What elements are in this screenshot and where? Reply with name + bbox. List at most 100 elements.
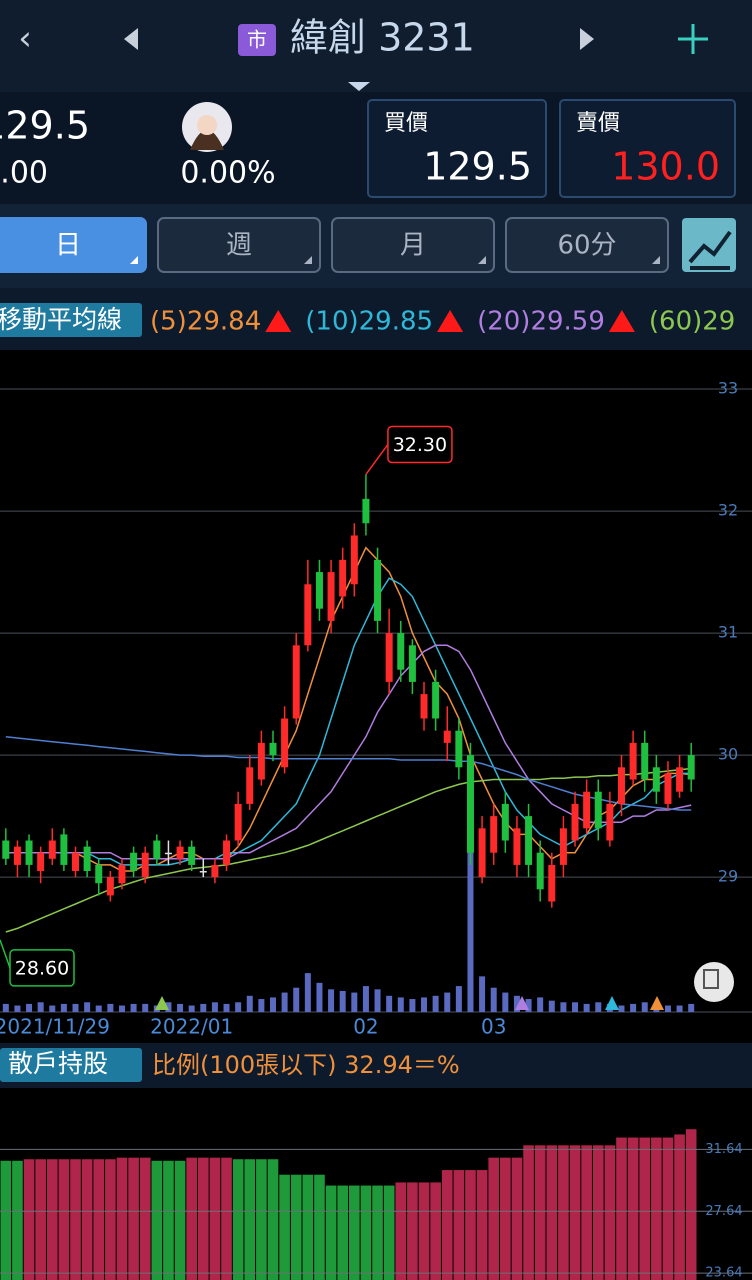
volume-bar	[548, 1000, 555, 1012]
candle-body	[60, 834, 68, 865]
candle-body	[106, 877, 114, 896]
holding-bar	[70, 1159, 81, 1280]
candle-body	[583, 791, 591, 829]
candle-body	[72, 852, 80, 872]
candle-body	[513, 828, 521, 865]
holding-text: 比例(100張以下) 32.94＝%	[152, 1051, 460, 1079]
candle-body	[397, 633, 405, 670]
candle-body	[48, 840, 56, 859]
volume-bar	[246, 995, 253, 1012]
top-bar	[0, 0, 752, 92]
holding-bar	[302, 1174, 314, 1280]
holding-bar	[256, 1159, 267, 1280]
candle-body	[594, 791, 602, 829]
candle-body	[664, 773, 672, 804]
candle-body	[95, 864, 103, 884]
volume-bar	[211, 1002, 218, 1012]
ma-legend-item: (60)29	[649, 307, 735, 337]
add-button[interactable]	[678, 24, 708, 54]
bid-box	[367, 99, 547, 198]
price: 129.5	[0, 104, 90, 148]
dropdown-caret[interactable]	[348, 82, 370, 91]
volume-bar	[258, 999, 265, 1012]
volume-bar	[2, 1003, 9, 1012]
volume-bar	[432, 995, 439, 1012]
y-tick-label: 33	[718, 379, 738, 398]
y-tick-label: 27.64	[705, 1204, 742, 1219]
candle-body	[501, 803, 509, 841]
tab[interactable]	[331, 217, 495, 273]
next-button[interactable]	[580, 28, 594, 50]
volume-bar	[537, 997, 544, 1012]
ma-label: 移動平均線	[0, 305, 122, 334]
volume-bar	[37, 1002, 44, 1012]
candle-body	[629, 742, 637, 780]
event-marker	[650, 996, 664, 1010]
holding-bar	[81, 1159, 93, 1280]
change: 0.00	[0, 156, 48, 191]
annotation-label: 32.30	[393, 434, 447, 456]
ma-label-box	[0, 303, 142, 337]
candle-body	[188, 846, 196, 865]
candle-body	[385, 633, 393, 682]
candle-body	[559, 828, 567, 865]
tab[interactable]	[505, 217, 669, 273]
holding-bar	[581, 1145, 592, 1280]
volume-bar	[188, 1005, 195, 1012]
volume-bar	[386, 995, 393, 1012]
holding-bar	[534, 1145, 546, 1280]
volume-bar	[328, 989, 335, 1012]
tab[interactable]	[157, 217, 321, 273]
candle-body	[246, 767, 254, 804]
tabs: 日 週 月 60分	[0, 217, 669, 273]
tab[interactable]	[0, 217, 147, 273]
volume-bar	[26, 1003, 33, 1012]
candle-body	[432, 681, 440, 719]
tab-label: 週	[226, 231, 252, 261]
candle-body	[37, 852, 45, 872]
holding-bar	[267, 1159, 279, 1280]
holding-bar	[244, 1159, 256, 1280]
volume-bar	[525, 999, 532, 1012]
candle-body	[141, 852, 149, 878]
event-marker	[515, 996, 529, 1010]
volume-bar	[676, 1005, 683, 1012]
volume-bar	[664, 1005, 671, 1012]
holding-bar	[290, 1174, 302, 1280]
y-tick-label: 31.64	[705, 1142, 742, 1157]
tab-corner	[478, 256, 486, 264]
candle-body	[652, 767, 660, 792]
ma-legend-item: (10)29.85	[305, 307, 433, 337]
volume-bar	[630, 1003, 637, 1012]
chart-toggle[interactable]	[682, 218, 736, 272]
candle-body	[269, 742, 277, 756]
volume-bar	[200, 1003, 207, 1012]
candle-body	[687, 755, 695, 780]
avatar-face	[197, 115, 217, 135]
candle-body	[257, 742, 265, 780]
holding-bar	[465, 1170, 476, 1280]
candle-body	[350, 535, 358, 585]
ma-legend-item: (5)29.84	[150, 307, 261, 337]
ask-box	[559, 99, 736, 198]
volume-bar	[618, 1005, 625, 1012]
candle-body	[641, 742, 649, 780]
holding-bar	[685, 1129, 697, 1280]
prev-button[interactable]	[124, 28, 138, 50]
back-button[interactable]: ‹	[18, 19, 32, 59]
candle-body	[315, 572, 323, 609]
holding-bar	[523, 1145, 534, 1280]
stock-title: 緯創 3231	[290, 16, 475, 60]
volume-bar	[14, 1005, 21, 1012]
holding-bar	[93, 1159, 105, 1280]
switch-button[interactable]	[694, 962, 734, 1002]
tab-corner	[652, 256, 660, 264]
volume-bar	[269, 997, 276, 1012]
event-marker	[605, 996, 619, 1010]
holding-bar	[232, 1159, 244, 1280]
candle-body	[455, 730, 463, 768]
switch-icon	[703, 969, 719, 989]
holding-bar	[325, 1185, 337, 1280]
holding-bar	[651, 1137, 662, 1280]
